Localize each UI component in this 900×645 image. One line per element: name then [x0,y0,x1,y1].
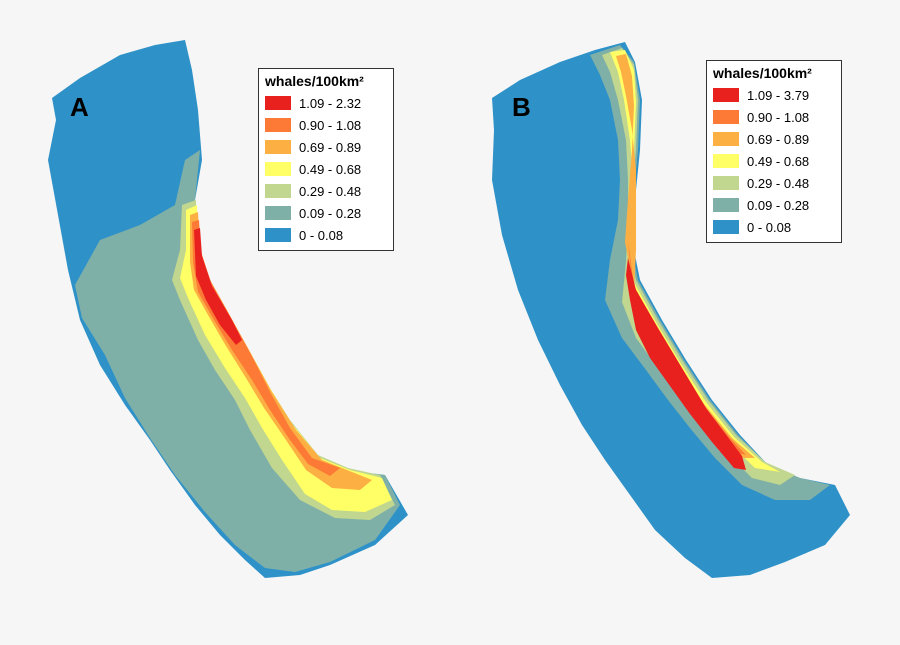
legend-item: 1.09 - 3.79 [713,84,835,106]
legend-swatch [265,140,291,154]
legend-item: 0.90 - 1.08 [265,114,387,136]
density-map-b [492,42,850,578]
legend-item: 0 - 0.08 [265,224,387,246]
density-map-a [48,40,408,578]
legend-swatch [713,220,739,234]
legend-label: 0.69 - 0.89 [299,139,362,155]
map-panel-b: B whales/100km² 1.09 - 3.79 0.90 - 1.08 … [450,0,900,645]
legend-item: 0.49 - 0.68 [713,150,835,172]
map-region-mid [180,205,392,512]
legend-swatch [265,162,291,176]
legend-title: whales/100km² [713,65,812,81]
map-region-highest [194,228,242,345]
legend-label: 0.29 - 0.48 [299,183,362,199]
legend-label: 0.29 - 0.48 [747,175,810,191]
legend-label: 0 - 0.08 [747,219,792,235]
legend-swatch [265,96,291,110]
legend: whales/100km² 1.09 - 2.32 0.90 - 1.08 0.… [258,68,394,251]
legend-label: 0.90 - 1.08 [747,109,810,125]
legend-swatch [265,228,291,242]
legend-swatch [713,154,739,168]
map-region-lowest [48,40,408,578]
map-region-lowest [492,42,850,578]
panel-label: A [70,92,89,122]
legend-item: 0.29 - 0.48 [713,172,835,194]
legend-swatch [265,118,291,132]
legend-swatch [265,206,291,220]
legend-label: 0.09 - 0.28 [747,197,810,213]
legend-item: 1.09 - 2.32 [265,92,387,114]
legend-swatch [713,198,739,212]
legend-swatch [713,132,739,146]
legend-item: 0.29 - 0.48 [265,180,387,202]
legend-label: 1.09 - 3.79 [747,87,810,103]
legend-item: 0 - 0.08 [713,216,835,238]
legend-title: whales/100km² [265,73,364,89]
legend-item: 0.90 - 1.08 [713,106,835,128]
legend-label: 0.90 - 1.08 [299,117,362,133]
legend-item: 0.09 - 0.28 [713,194,835,216]
legend-label: 0.09 - 0.28 [299,205,362,221]
legend-item: 0.69 - 0.89 [265,136,387,158]
legend-label: 0 - 0.08 [299,227,344,243]
legend-swatch [265,184,291,198]
legend-item: 0.69 - 0.89 [713,128,835,150]
panel-label: B [512,92,531,122]
map-region-highest [626,258,746,470]
legend-swatch [713,176,739,190]
legend-item: 0.09 - 0.28 [265,202,387,224]
legend-label: 0.49 - 0.68 [747,153,810,169]
legend: whales/100km² 1.09 - 3.79 0.90 - 1.08 0.… [706,60,842,243]
legend-label: 0.69 - 0.89 [747,131,810,147]
legend-label: 1.09 - 2.32 [299,95,362,111]
map-panel-a: A whales/100km² 1.09 - 2.32 0.90 - 1.08 … [48,40,408,578]
legend-swatch [713,110,739,124]
legend-item: 0.49 - 0.68 [265,158,387,180]
legend-label: 0.49 - 0.68 [299,161,362,177]
legend-swatch [713,88,739,102]
